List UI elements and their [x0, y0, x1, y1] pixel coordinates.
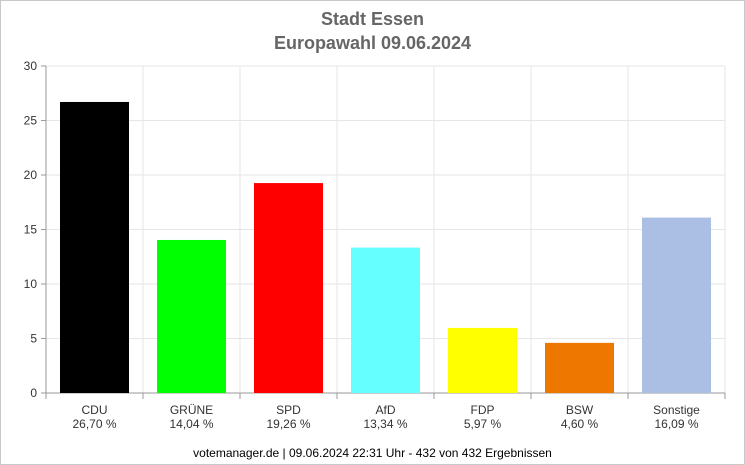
chart-title: Stadt Essen [320, 9, 425, 29]
category-label: AfD [375, 403, 395, 417]
y-tick-label: 25 [24, 114, 38, 128]
y-tick-label: 30 [24, 59, 38, 73]
bar-gr-ne [157, 239, 226, 393]
value-label: 4,60 % [561, 417, 599, 431]
category-label: Sonstige [653, 403, 700, 417]
y-tick-label: 5 [30, 332, 37, 346]
category-label: SPD [276, 403, 301, 417]
value-label: 26,70 % [72, 417, 116, 431]
bar-bsw [545, 342, 614, 393]
y-tick-label: 0 [30, 386, 37, 400]
y-tick-label: 20 [24, 168, 38, 182]
bar-spd [254, 183, 323, 393]
y-tick-label: 15 [24, 223, 38, 237]
chart-subtitle: Europawahl 09.06.2024 [273, 33, 472, 53]
chart-footer: votemanager.de | 09.06.2024 22:31 Uhr - … [193, 446, 552, 460]
category-label: CDU [82, 403, 108, 417]
bar-sonstige [642, 217, 711, 393]
value-label: 19,26 % [266, 417, 310, 431]
value-label: 13,34 % [363, 417, 407, 431]
value-label: 16,09 % [654, 417, 698, 431]
bar-cdu [60, 101, 129, 393]
category-label: BSW [566, 403, 594, 417]
y-tick-label: 10 [24, 277, 38, 291]
category-label: FDP [471, 403, 495, 417]
bar-fdp [448, 327, 517, 393]
value-label: 14,04 % [169, 417, 213, 431]
bar-afd [351, 247, 420, 393]
value-label: 5,97 % [464, 417, 502, 431]
category-label: GRÜNE [170, 403, 213, 417]
